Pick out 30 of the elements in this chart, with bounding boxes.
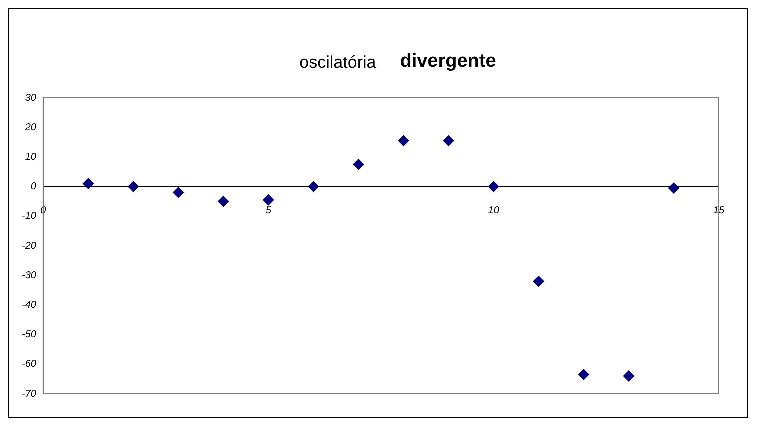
y-tick-label: -30 — [22, 270, 37, 282]
point — [82, 178, 94, 190]
x-tick-label: 5 — [266, 206, 272, 217]
y-tick-label: -50 — [22, 330, 37, 341]
point — [308, 181, 320, 192]
y-tick-label: 20 — [24, 122, 37, 134]
y-tick-label: 10 — [25, 152, 37, 163]
y-tick-label: -40 — [22, 300, 37, 311]
point — [533, 276, 544, 288]
chart-title: oscilatória — [300, 53, 376, 73]
point — [398, 135, 410, 146]
point — [263, 194, 274, 206]
point — [443, 135, 454, 146]
point — [488, 181, 500, 192]
point — [218, 196, 230, 208]
y-tick-label: 30 — [25, 92, 37, 104]
point — [668, 182, 680, 194]
point — [128, 181, 140, 192]
point — [353, 159, 364, 170]
y-tick-label: -60 — [22, 359, 37, 370]
y-tick-label: -20 — [22, 240, 37, 252]
chart-subtitle: divergente — [400, 51, 496, 73]
point — [173, 187, 184, 198]
y-tick-label: 0 — [30, 182, 37, 193]
y-tick-label: -70 — [22, 388, 37, 400]
x-tick-label: 10 — [488, 206, 500, 217]
x-tick-label: 15 — [713, 206, 725, 217]
y-tick-label: -10 — [22, 211, 37, 222]
point — [578, 369, 590, 380]
point — [623, 370, 634, 382]
